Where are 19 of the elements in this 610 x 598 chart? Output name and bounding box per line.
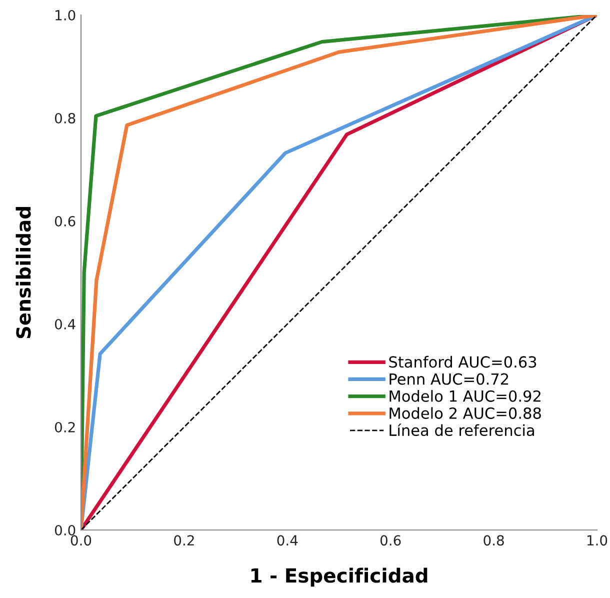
- y-tick-label: 0.4: [54, 318, 76, 330]
- legend-label: Penn AUC=0.72: [390, 373, 508, 385]
- x-tick-label: 0.6: [380, 535, 401, 546]
- x-axis-title: 1 - Especificidad: [251, 568, 428, 587]
- x-tick-label: 0.0: [70, 535, 92, 546]
- x-tick-label: 0.8: [484, 535, 504, 546]
- y-tick-label: 0.8: [54, 112, 76, 124]
- y-tick-label: 0.0: [54, 524, 76, 536]
- y-tick-label: 1.0: [56, 10, 76, 20]
- x-tick-label: 0.2: [174, 535, 194, 546]
- x-tick-label: 1.0: [587, 535, 608, 546]
- legend-label: Modelo 2 AUC=0.88: [390, 407, 541, 419]
- y-tick-label: 0.6: [54, 216, 76, 226]
- y-axis-title: Sensibilidad: [16, 207, 31, 338]
- legend-label: Línea de referencia: [390, 424, 534, 436]
- y-tick-label: 0.2: [54, 422, 75, 432]
- legend-label: Stanford AUC=0.63: [389, 356, 536, 368]
- x-tick-label: 0.4: [277, 535, 298, 546]
- legend-label: Modelo 1 AUC=0.92: [390, 390, 540, 402]
